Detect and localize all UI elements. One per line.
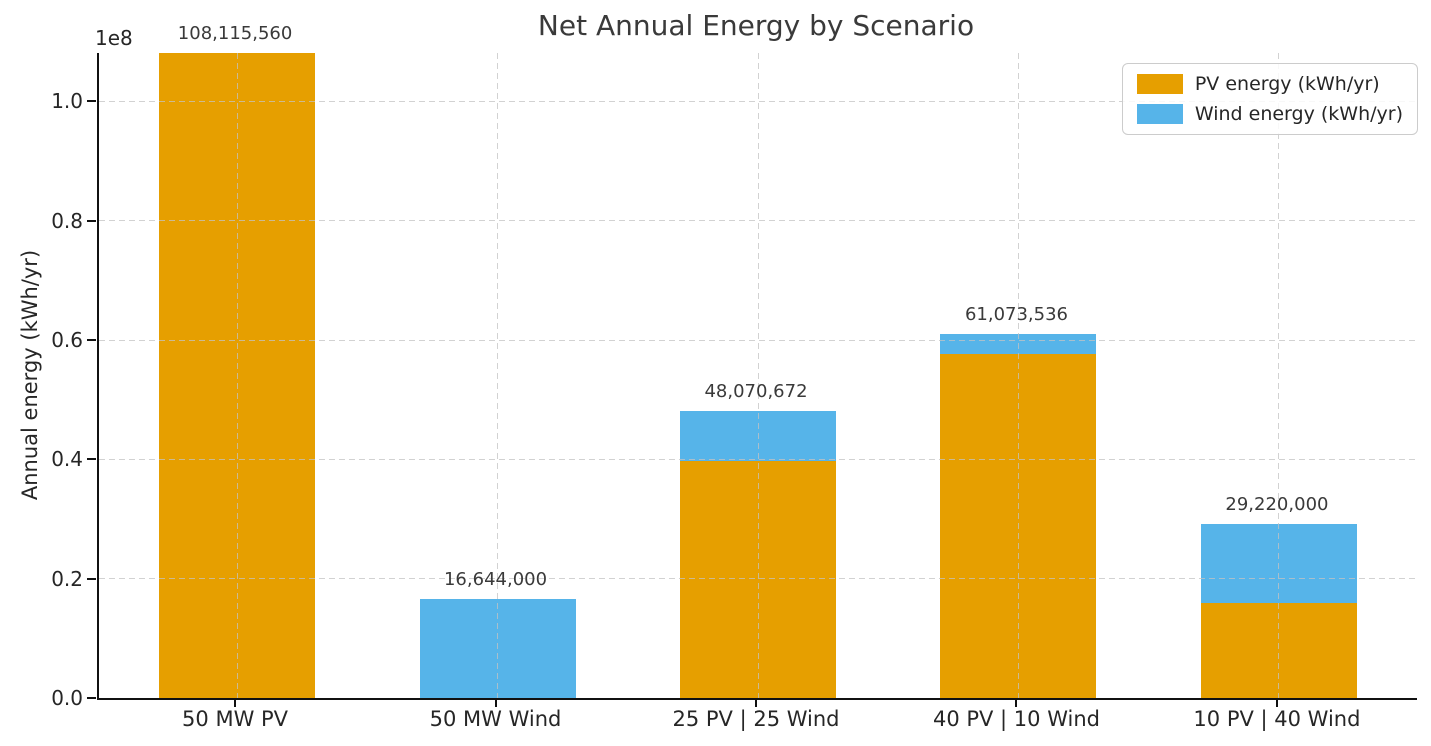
chart-title: Net Annual Energy by Scenario bbox=[537, 9, 975, 42]
bar-value-label: 108,115,560 bbox=[177, 23, 293, 44]
bar-value-label: 48,070,672 bbox=[704, 381, 808, 403]
x-tick-label: 50 MW PV bbox=[182, 707, 289, 731]
bar-segment-pv bbox=[940, 353, 1097, 698]
y-tick-mark bbox=[87, 100, 96, 103]
y-tick-mark bbox=[87, 339, 96, 342]
x-tick-mark bbox=[494, 698, 497, 707]
bar-value-label: 16,644,000 bbox=[443, 568, 548, 590]
y-tick-mark bbox=[87, 458, 96, 461]
bar-segment-wind bbox=[1200, 523, 1357, 604]
legend-entry-pv: PV energy (kWh/yr) bbox=[1136, 73, 1403, 95]
legend-label-wind: Wind energy (kWh/yr) bbox=[1194, 103, 1403, 125]
bar-segment-wind bbox=[680, 411, 836, 461]
bar-segment-pv bbox=[159, 53, 316, 698]
x-tick-label: 50 MW Wind bbox=[429, 707, 562, 731]
x-tick-label: 25 PV | 25 Wind bbox=[672, 707, 840, 731]
plot-area bbox=[97, 53, 1417, 700]
x-tick-mark bbox=[1015, 698, 1018, 707]
x-tick-mark bbox=[234, 698, 237, 707]
legend-label-pv: PV energy (kWh/yr) bbox=[1194, 73, 1380, 95]
x-tick-mark bbox=[1275, 698, 1278, 707]
y-tick-mark bbox=[87, 697, 96, 699]
bar-value-label: 29,220,000 bbox=[1225, 493, 1329, 515]
wind-legend-swatch-icon bbox=[1136, 104, 1183, 124]
x-tick-label: 10 PV | 40 Wind bbox=[1193, 707, 1361, 731]
legend-entry-wind: Wind energy (kWh/yr) bbox=[1136, 103, 1403, 125]
y-tick-label: 1.0 bbox=[51, 89, 83, 114]
bar-segment-pv bbox=[1200, 603, 1357, 698]
y-tick-label: 0.4 bbox=[51, 447, 83, 472]
pv-legend-swatch-icon bbox=[1136, 74, 1183, 94]
x-tick-mark bbox=[755, 698, 757, 707]
y-tick-mark bbox=[87, 219, 96, 222]
y-tick-label: 0.0 bbox=[51, 686, 83, 710]
bar-value-label: 61,073,536 bbox=[964, 303, 1068, 325]
bar-segment-wind bbox=[419, 598, 576, 698]
x-tick-label: 40 PV | 10 Wind bbox=[932, 707, 1100, 731]
y-tick-label: 0.6 bbox=[51, 328, 83, 353]
y-tick-mark bbox=[87, 577, 96, 580]
y-tick-label: 0.2 bbox=[51, 566, 83, 591]
bar-segment-pv bbox=[680, 460, 836, 698]
bar-segment-wind bbox=[940, 333, 1097, 354]
y-axis-offset-label: 1e8 bbox=[95, 26, 133, 50]
y-tick-label: 0.8 bbox=[51, 208, 83, 233]
legend: PV energy (kWh/yr) Wind energy (kWh/yr) bbox=[1121, 63, 1418, 135]
